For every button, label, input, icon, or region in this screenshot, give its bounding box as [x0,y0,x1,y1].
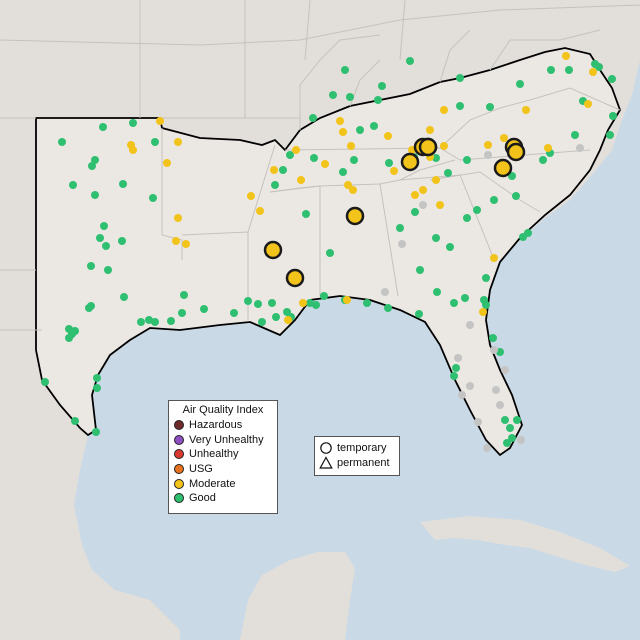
yucatan-peninsula [240,552,355,640]
legend-item-permanent: permanent [315,455,399,470]
legend-item-unhealthy: Unhealthy [169,447,277,462]
legend-item-very-unhealthy: Very Unhealthy [169,433,277,448]
legend-item-moderate: Moderate [169,476,277,491]
legend-label: Hazardous [189,419,243,432]
monitor-markers [41,52,617,452]
legend-title: Air Quality Index [182,404,264,416]
legend-label: Good [189,492,216,505]
usg-swatch [174,464,184,475]
cuba-island [420,516,630,572]
moderate-monitors [127,52,597,324]
hazardous-swatch [174,420,184,431]
legend-label: Very Unhealthy [189,433,264,446]
legend-item-temporary: temporary [315,440,399,455]
no-data-monitors [381,144,584,452]
site-type-legend: temporary permanent [314,436,400,476]
good-monitors [41,57,617,447]
good-swatch [174,493,184,504]
legend-item-usg: USG [169,462,277,477]
unhealthy-swatch [174,449,184,460]
legend-label: Unhealthy [189,448,239,461]
legend-label: USG [189,463,213,476]
legend-label: temporary [337,441,387,454]
legend-item-hazardous: Hazardous [169,418,277,433]
legend-label: Moderate [189,477,236,490]
temporary-moderate-monitors [263,137,526,288]
triangle-outline-icon [319,455,333,469]
legend-item-good: Good [169,491,277,506]
legend-label: permanent [337,456,390,469]
very-unhealthy-swatch [174,434,184,445]
moderate-swatch [174,478,184,489]
aqi-legend: Air Quality Index Hazardous Very Unhealt… [168,400,278,514]
circle-outline-icon [320,441,332,454]
